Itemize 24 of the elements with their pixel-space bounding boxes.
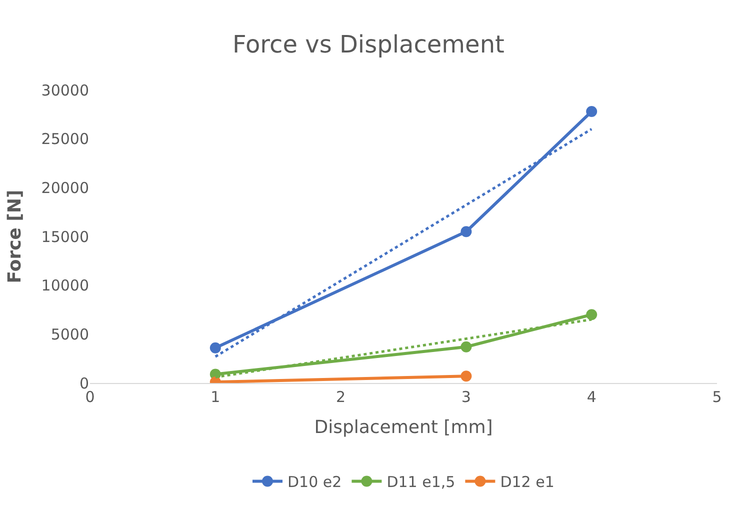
x-tick-label: 2: [336, 388, 346, 406]
point: [586, 106, 598, 117]
legend-label: D12 e1: [500, 473, 554, 492]
legend-label: D10 e2: [288, 473, 342, 492]
point: [586, 309, 598, 320]
x-tick-label: 5: [712, 388, 722, 406]
chart-title: Force vs Displacement: [232, 30, 504, 59]
y-tick-label: 25000: [41, 130, 89, 148]
x-axis-title: Displacement [mm]: [314, 417, 493, 438]
y-tick-label: 0: [79, 374, 89, 392]
x-tick-label: 4: [586, 388, 596, 406]
y-axis-title: Force [N]: [4, 190, 26, 284]
y-tick-label: 15000: [41, 228, 89, 246]
y-tick-label: 30000: [41, 81, 89, 100]
x-tick-label: 1: [210, 388, 220, 406]
y-tick-label: 5000: [50, 325, 89, 344]
point: [460, 341, 472, 352]
point: [210, 342, 221, 354]
y-tick-label: 20000: [41, 178, 89, 197]
legend-label: D11 e1,5: [386, 473, 456, 492]
y-tick-label: 10000: [41, 276, 89, 295]
point: [460, 226, 472, 238]
x-tick-label: 3: [461, 388, 471, 406]
point: [460, 370, 472, 382]
